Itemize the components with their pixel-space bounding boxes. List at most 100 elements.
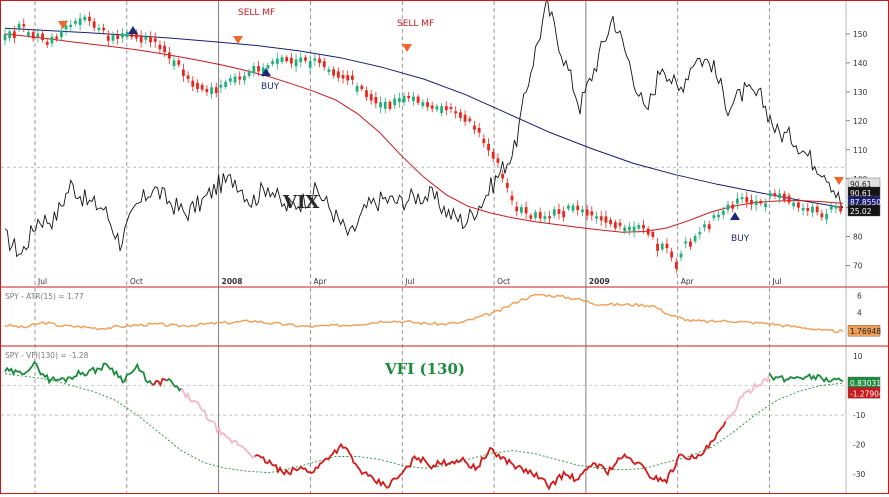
candle-body <box>839 205 843 212</box>
candle-body <box>416 96 420 103</box>
candle-body <box>670 251 674 258</box>
candle-body <box>595 216 598 219</box>
candle-body <box>167 52 171 59</box>
x-tick-label: 2008 <box>222 277 243 286</box>
last-value-text: 87.8550 <box>850 198 881 207</box>
candle-body <box>806 208 810 211</box>
candle-body <box>144 36 148 40</box>
candle-body <box>515 206 519 212</box>
candle-body <box>660 243 664 250</box>
candle-body <box>59 30 63 38</box>
candle-body <box>369 94 373 101</box>
candle-body <box>637 225 641 229</box>
y-tick-label: -20 <box>853 441 865 450</box>
candle-body <box>585 209 589 216</box>
candle-body <box>529 215 533 219</box>
y-tick-label: -10 <box>853 411 865 420</box>
candle-body <box>552 209 556 216</box>
candle-body <box>355 85 359 92</box>
candle-body <box>444 106 448 111</box>
candle-body <box>83 16 87 21</box>
candle-body <box>36 33 40 37</box>
candle-body <box>252 66 256 73</box>
x-tick-label: Jul <box>404 277 414 286</box>
candle-body <box>153 38 157 42</box>
candle-body <box>581 209 584 213</box>
candle-body <box>149 36 152 43</box>
x-tick-label: Jul <box>772 277 782 286</box>
last-value-tag <box>847 325 881 337</box>
candle-body <box>426 102 429 107</box>
vfi-series <box>151 378 168 388</box>
candle-body <box>172 60 176 67</box>
y-tick-label: 10 <box>853 352 863 361</box>
x-tick-label: Oct <box>497 277 510 286</box>
vfi-signal-series <box>4 373 844 474</box>
candle-body <box>257 66 260 72</box>
candle-body <box>627 226 631 231</box>
candle-body <box>435 106 439 110</box>
candle-body <box>102 27 105 31</box>
candle-body <box>41 33 44 41</box>
vfi-series <box>768 373 844 384</box>
vix-label: VIX <box>282 192 319 213</box>
candle-body <box>562 211 566 218</box>
candle-body <box>482 138 486 144</box>
y-tick-label: 120 <box>853 117 868 126</box>
y-tick-label: 140 <box>853 59 868 68</box>
candle-body <box>440 106 444 113</box>
candle-body <box>566 205 570 209</box>
candle-body <box>266 65 270 69</box>
candle-body <box>393 98 397 106</box>
candle-body <box>477 127 481 133</box>
candle-body <box>88 16 91 22</box>
candle-body <box>524 207 528 214</box>
candle-body <box>510 195 514 201</box>
candle-body <box>684 241 688 244</box>
vix-line <box>4 0 844 258</box>
candle-body <box>308 61 312 68</box>
y-tick-label: 130 <box>853 88 868 97</box>
candle-body <box>205 88 209 93</box>
candle-body <box>773 192 777 196</box>
price-panel <box>1 1 846 287</box>
candle-body <box>50 36 54 44</box>
candle-body <box>191 80 195 87</box>
sell-marker <box>58 21 68 29</box>
candle-body <box>618 222 622 226</box>
candle-body <box>397 98 401 103</box>
price-candles <box>3 11 843 274</box>
candle-body <box>228 78 232 82</box>
candle-body <box>285 57 289 62</box>
candle-body <box>646 228 650 235</box>
sell-marker <box>834 177 844 185</box>
y-tick-label: 150 <box>853 30 868 39</box>
last-value-text: 0.83031 <box>850 379 881 388</box>
candle-body <box>698 232 702 235</box>
sell-mf-label-1: SELL MF <box>238 8 275 18</box>
sell-marker <box>233 36 243 44</box>
candle-body <box>717 214 720 218</box>
y-tick-label: 4 <box>857 308 862 317</box>
y-tick-label: 6 <box>857 291 862 300</box>
candle-body <box>520 207 523 213</box>
candle-body <box>271 60 274 64</box>
axis-labels: Jul Oct 2008 Apr Jul Oct 2009 Apr Jul 150 140 130 12… <box>37 30 868 479</box>
buy-marker <box>128 26 138 34</box>
candle-body <box>750 200 753 205</box>
candle-body <box>27 32 30 36</box>
last-value-tag <box>847 204 881 217</box>
x-tick-label: Apr <box>313 277 327 286</box>
candle-body <box>341 75 345 79</box>
candle-body <box>656 243 659 251</box>
candle-body <box>609 219 613 224</box>
candle-body <box>768 192 772 197</box>
candle-body <box>200 84 204 90</box>
vfi-series <box>180 387 256 459</box>
candle-body <box>78 18 82 25</box>
candle-body <box>534 212 537 218</box>
candle-body <box>69 24 73 28</box>
candle-body <box>210 87 213 94</box>
long-moving-average <box>4 27 844 209</box>
candle-body <box>181 69 185 76</box>
